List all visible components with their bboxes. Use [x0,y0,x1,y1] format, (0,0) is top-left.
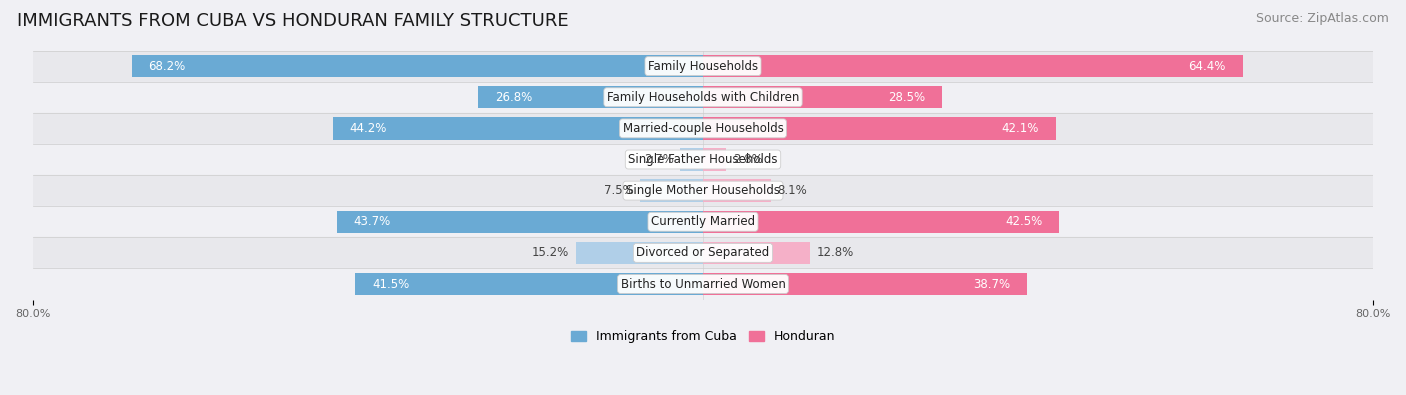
Text: 43.7%: 43.7% [353,215,391,228]
Text: 44.2%: 44.2% [350,122,387,135]
Text: 2.7%: 2.7% [644,153,673,166]
Text: Married-couple Households: Married-couple Households [623,122,783,135]
Text: 28.5%: 28.5% [889,91,925,104]
Bar [640,179,703,202]
Bar [681,148,703,171]
Text: Family Households with Children: Family Households with Children [607,91,799,104]
Text: IMMIGRANTS FROM CUBA VS HONDURAN FAMILY STRUCTURE: IMMIGRANTS FROM CUBA VS HONDURAN FAMILY … [17,12,568,30]
Bar [32,206,1374,237]
Text: 42.5%: 42.5% [1005,215,1042,228]
Bar [703,273,1028,295]
Bar [478,86,703,109]
Bar [333,117,703,139]
Text: 42.1%: 42.1% [1001,122,1039,135]
Text: Family Households: Family Households [648,60,758,73]
Bar [32,82,1374,113]
Legend: Immigrants from Cuba, Honduran: Immigrants from Cuba, Honduran [565,325,841,348]
Text: Divorced or Separated: Divorced or Separated [637,246,769,260]
Bar [32,113,1374,144]
Text: Source: ZipAtlas.com: Source: ZipAtlas.com [1256,12,1389,25]
Text: 15.2%: 15.2% [531,246,569,260]
Text: 8.1%: 8.1% [778,184,807,197]
Text: Currently Married: Currently Married [651,215,755,228]
Bar [703,86,942,109]
Bar [356,273,703,295]
Text: 38.7%: 38.7% [973,278,1011,290]
Bar [703,148,727,171]
Bar [703,211,1059,233]
Bar [575,242,703,264]
Bar [703,242,810,264]
Text: 64.4%: 64.4% [1188,60,1226,73]
Bar [32,175,1374,206]
Bar [32,237,1374,269]
Bar [32,269,1374,299]
Bar [703,55,1243,77]
Bar [32,51,1374,82]
Text: Births to Unmarried Women: Births to Unmarried Women [620,278,786,290]
Text: 7.5%: 7.5% [603,184,634,197]
Bar [337,211,703,233]
Text: 12.8%: 12.8% [817,246,855,260]
Bar [703,179,770,202]
Text: 41.5%: 41.5% [373,278,409,290]
Text: 68.2%: 68.2% [148,60,186,73]
Text: 2.8%: 2.8% [733,153,763,166]
Bar [703,117,1056,139]
Bar [132,55,703,77]
Text: Single Father Households: Single Father Households [628,153,778,166]
Text: 26.8%: 26.8% [495,91,533,104]
Bar [32,144,1374,175]
Text: Single Mother Households: Single Mother Households [626,184,780,197]
